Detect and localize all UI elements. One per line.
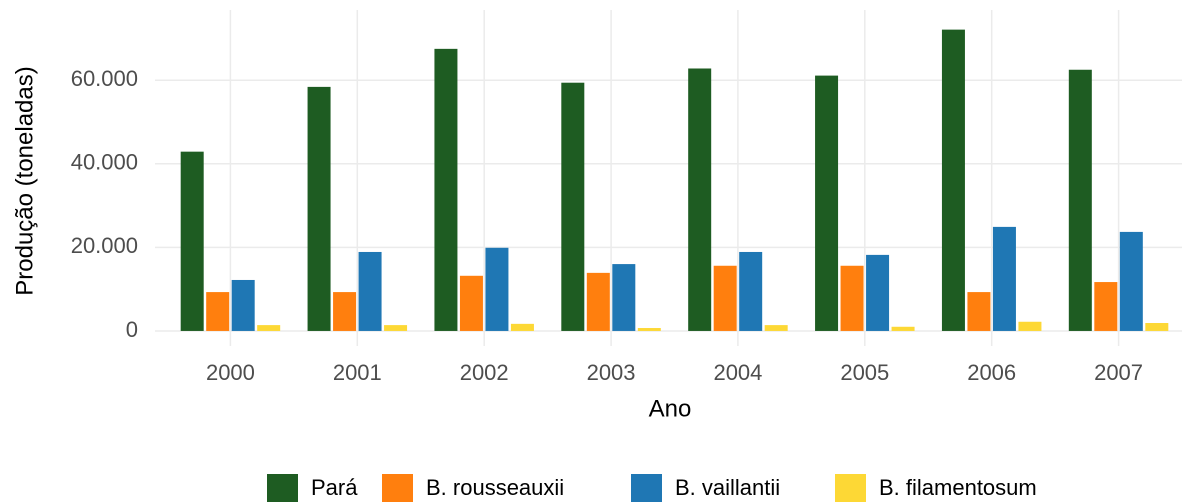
- bar: [561, 82, 585, 331]
- bar: [992, 226, 1016, 331]
- bar: [333, 292, 357, 331]
- x-tick-label: 2000: [206, 360, 255, 385]
- bar: [231, 279, 255, 331]
- bar: [510, 323, 534, 331]
- x-tick-label: 2004: [713, 360, 762, 385]
- bar: [637, 328, 661, 331]
- bar: [586, 272, 610, 331]
- bar: [891, 326, 915, 331]
- y-axis-title: Produção (toneladas): [11, 66, 38, 295]
- bar: [967, 292, 991, 331]
- x-tick-label: 2001: [333, 360, 382, 385]
- bar: [688, 68, 712, 331]
- x-tick-label: 2003: [587, 360, 636, 385]
- y-tick-label: 60.000: [71, 66, 138, 91]
- bar: [1018, 321, 1042, 331]
- bar: [459, 275, 483, 331]
- bar: [358, 251, 382, 331]
- bar: [739, 251, 763, 331]
- x-tick-label: 2006: [967, 360, 1016, 385]
- bar: [764, 325, 788, 331]
- bar: [1068, 69, 1092, 331]
- bar: [612, 264, 636, 331]
- legend-label: B. vaillantii: [675, 475, 780, 500]
- bar: [307, 86, 331, 331]
- y-tick-label: 40.000: [71, 150, 138, 175]
- x-tick-label: 2007: [1094, 360, 1143, 385]
- legend-label: Pará: [311, 475, 358, 500]
- legend-label: B. rousseauxii: [426, 475, 564, 500]
- bar: [941, 29, 965, 331]
- legend-swatch: [267, 474, 298, 502]
- bar: [1119, 231, 1143, 331]
- bar: [713, 265, 737, 331]
- bar: [815, 75, 839, 331]
- bar: [257, 325, 281, 331]
- y-tick-label: 0: [126, 317, 138, 342]
- legend-swatch: [382, 474, 413, 502]
- bar: [180, 151, 204, 331]
- bar: [206, 292, 230, 331]
- bar: [434, 48, 458, 331]
- bar: [1094, 282, 1118, 331]
- x-tick-label: 2005: [840, 360, 889, 385]
- x-tick-label: 2002: [460, 360, 509, 385]
- bar: [840, 265, 864, 331]
- y-tick-label: 20.000: [71, 233, 138, 258]
- legend-swatch: [631, 474, 662, 502]
- bar: [1145, 323, 1169, 331]
- bar: [485, 247, 509, 331]
- legend-swatch: [835, 474, 866, 502]
- bar: [866, 254, 890, 331]
- legend-label: B. filamentosum: [879, 475, 1037, 500]
- bar: [384, 325, 408, 331]
- x-axis-title: Ano: [649, 395, 692, 422]
